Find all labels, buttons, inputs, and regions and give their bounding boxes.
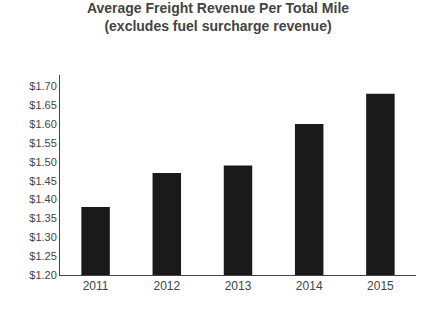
svg-text:2015: 2015 (367, 279, 394, 293)
svg-text:$1.25: $1.25 (29, 250, 57, 262)
svg-text:$1.20: $1.20 (29, 269, 57, 281)
svg-text:$1.65: $1.65 (29, 99, 57, 111)
svg-text:$1.35: $1.35 (29, 212, 57, 224)
svg-text:$1.45: $1.45 (29, 175, 57, 187)
svg-text:$1.70: $1.70 (29, 80, 57, 92)
svg-text:2012: 2012 (153, 279, 180, 293)
svg-text:Average Freight Revenue Per To: Average Freight Revenue Per Total Mile(e… (87, 0, 349, 34)
svg-text:2014: 2014 (296, 279, 323, 293)
svg-text:$1.50: $1.50 (29, 156, 57, 168)
svg-text:$1.30: $1.30 (29, 231, 57, 243)
svg-text:$1.60: $1.60 (29, 118, 57, 130)
svg-text:$1.55: $1.55 (29, 137, 57, 149)
svg-text:$1.40: $1.40 (29, 193, 57, 205)
svg-text:2011: 2011 (83, 279, 109, 293)
svg-text:2013: 2013 (225, 279, 252, 293)
